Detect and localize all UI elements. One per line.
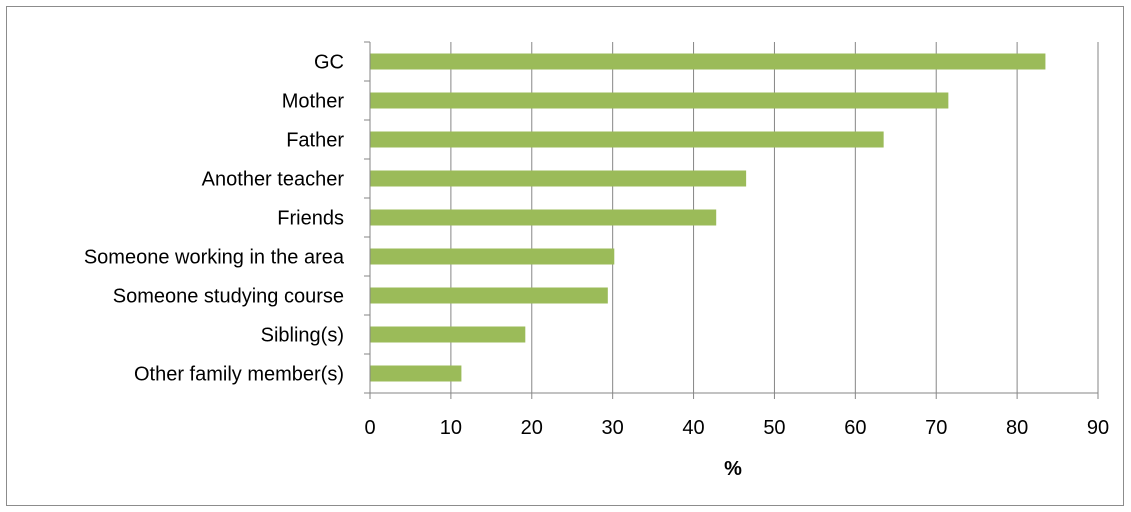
x-tick-label-40: 40	[682, 417, 704, 439]
category-label: Someone studying course	[113, 286, 344, 308]
x-tick-label-30: 30	[602, 417, 624, 439]
axes	[364, 41, 1099, 399]
tick-labels: 0 10 20 30 40 50 60 70 80 90	[364, 417, 1109, 439]
x-tick-label-80: 80	[1006, 417, 1028, 439]
bars	[370, 53, 1046, 382]
bar-father	[370, 131, 884, 148]
bar-gc	[370, 53, 1046, 70]
bar-sibling-s	[370, 326, 526, 343]
x-tick-label-70: 70	[925, 417, 947, 439]
category-label: Father	[286, 130, 344, 152]
x-tick-label-10: 10	[440, 417, 462, 439]
x-tick-label-90: 90	[1087, 417, 1109, 439]
bar-other-family-member-s	[370, 365, 462, 382]
bar-mother	[370, 92, 949, 109]
bar-another-teacher	[370, 170, 747, 187]
category-label: Someone working in the area	[84, 247, 345, 269]
category-labels: GC Mother Father Another teacher Friends Some…	[84, 52, 345, 386]
bar-friends	[370, 209, 717, 226]
x-tick-label-0: 0	[364, 417, 375, 439]
category-label: Other family member(s)	[134, 364, 344, 386]
category-label: Another teacher	[202, 169, 345, 191]
category-label: GC	[314, 52, 344, 74]
category-label: Friends	[277, 208, 344, 230]
bar-someone-working-in-the-area	[370, 248, 615, 265]
x-tick-label-60: 60	[844, 417, 866, 439]
x-tick-label-50: 50	[763, 417, 785, 439]
category-label: Sibling(s)	[261, 325, 344, 347]
x-axis-title: %	[724, 458, 742, 480]
category-label: Mother	[282, 91, 345, 113]
x-tick-label-20: 20	[521, 417, 543, 439]
bar-someone-studying-course	[370, 287, 608, 304]
